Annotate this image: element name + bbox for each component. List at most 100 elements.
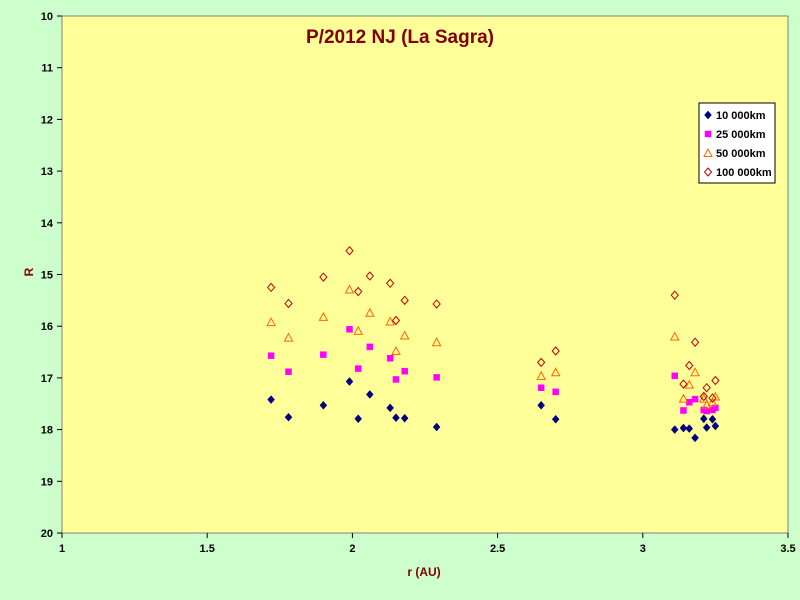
legend-entry-label: 50 000km [716, 148, 766, 160]
y-tick-label: 10 [41, 11, 53, 23]
y-tick-label: 20 [41, 528, 53, 540]
data-point [699, 414, 708, 424]
data-point [551, 346, 560, 356]
x-tick-label: 1 [59, 543, 65, 555]
y-tick-label: 15 [41, 270, 53, 282]
data-point [266, 317, 276, 327]
legend-entry-label: 25 000km [716, 129, 766, 141]
x-tick-label: 2.5 [490, 543, 505, 555]
legend-entry-label: 100 000km [716, 167, 772, 179]
data-point [685, 360, 694, 371]
legend-marker [704, 110, 712, 120]
data-point [537, 384, 545, 391]
y-tick-label: 19 [41, 476, 53, 488]
y-tick-label: 13 [41, 166, 53, 178]
data-point [432, 299, 441, 309]
data-point [690, 337, 700, 347]
data-point [691, 433, 699, 443]
data-point [364, 307, 375, 317]
data-point [669, 331, 680, 341]
data-point [536, 370, 546, 380]
y-tick-label: 17 [41, 373, 53, 385]
data-point [707, 397, 718, 407]
y-tick-label: 11 [41, 63, 53, 75]
data-point [536, 357, 546, 368]
data-point [344, 284, 355, 294]
data-point [392, 413, 400, 423]
series-10-000km [267, 377, 720, 443]
data-point [708, 414, 717, 424]
x-tick-label: 3 [640, 543, 646, 555]
data-point [400, 295, 409, 306]
data-point [392, 376, 400, 383]
data-point [346, 326, 353, 333]
data-point [552, 388, 559, 396]
data-point [354, 286, 363, 297]
data-point [354, 414, 363, 424]
data-points [266, 245, 721, 443]
data-point [703, 407, 710, 415]
data-point [431, 337, 442, 347]
data-point [283, 332, 294, 342]
data-point [708, 393, 717, 403]
data-point [319, 400, 328, 410]
data-point [385, 316, 395, 326]
x-axis-label: r (AU) [407, 565, 440, 579]
data-point [354, 365, 362, 372]
series-50-000km [266, 284, 721, 409]
legend-marker [703, 147, 713, 157]
data-point [670, 290, 679, 300]
y-tick-label: 12 [41, 114, 53, 126]
data-point [365, 390, 374, 399]
y-tick-label: 16 [41, 321, 53, 333]
data-point [711, 421, 720, 431]
series-25-000km [267, 326, 719, 415]
data-point [391, 345, 401, 356]
data-point [266, 282, 276, 293]
data-point [285, 368, 292, 375]
data-point [386, 403, 394, 413]
data-point [699, 391, 708, 402]
data-point [401, 367, 408, 375]
data-point [702, 382, 711, 393]
data-point [386, 355, 394, 362]
data-point [319, 272, 328, 282]
data-point [284, 412, 293, 422]
data-point [365, 271, 374, 281]
data-point [551, 414, 560, 424]
x-tick-label: 1.5 [200, 543, 215, 555]
x-tick-label: 3.5 [780, 543, 795, 555]
x-tick-label: 2 [349, 543, 355, 555]
y-axis-label: R [22, 267, 36, 276]
data-point [702, 423, 711, 432]
data-point [679, 379, 688, 389]
data-point [267, 395, 275, 404]
data-point [399, 330, 410, 340]
data-point [537, 400, 545, 410]
data-point [320, 351, 327, 358]
series-100-000km [266, 245, 720, 403]
plot-area [61, 15, 789, 534]
data-point [710, 391, 721, 401]
data-point [284, 298, 293, 309]
legend-box [698, 102, 776, 184]
y-tick-label: 18 [41, 425, 53, 437]
legend-entry-label: 10 000km [716, 110, 766, 122]
data-point [670, 425, 679, 434]
data-point [385, 278, 395, 289]
data-point [680, 407, 687, 414]
data-point [432, 422, 441, 432]
data-point [345, 245, 354, 256]
data-point [671, 372, 678, 380]
legend-marker [703, 167, 713, 177]
data-point [685, 424, 694, 433]
chart-title: P/2012 NJ (La Sagra) [306, 27, 494, 48]
data-point [353, 325, 364, 335]
y-tick-label: 14 [41, 218, 54, 230]
legend: 10 000km 25 000km 50 000km 100 000km [698, 102, 776, 184]
axis-ticks: 1 1.5 2 2.5 3 3.5 10 11 12 13 14 15 16 17 18 19 20 [41, 11, 796, 555]
data-point [400, 413, 409, 423]
data-point [391, 315, 401, 326]
data-point [267, 352, 275, 359]
